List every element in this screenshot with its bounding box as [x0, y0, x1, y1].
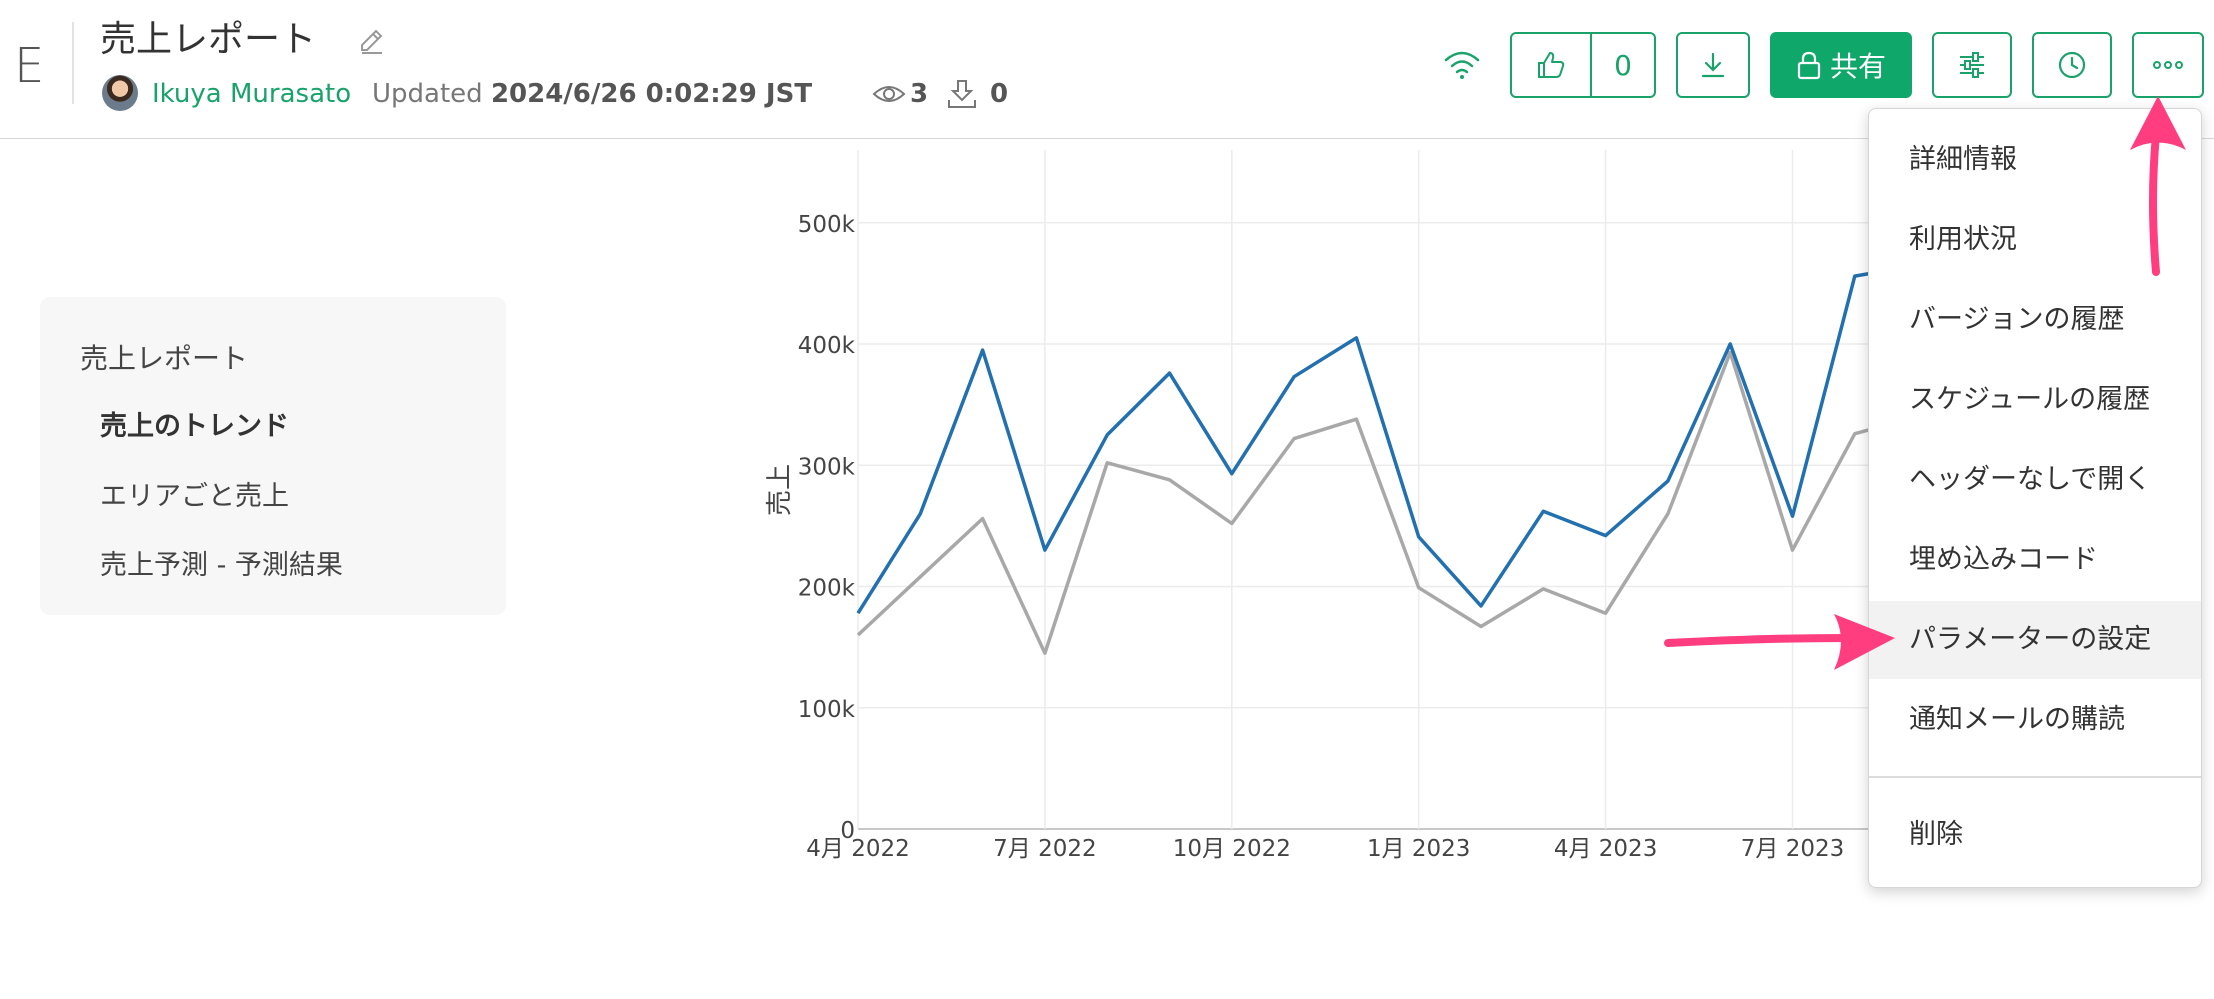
report-nav-panel: 売上レポート 売上のトレンド エリアごと売上 売上予測 - 予測結果	[40, 297, 506, 615]
x-tick-label: 7月 2022	[993, 836, 1096, 862]
y-tick-label: 100k	[798, 697, 856, 723]
menu-item-embed-code[interactable]: 埋め込みコード	[1909, 544, 2098, 575]
menu-item-details[interactable]: 詳細情報	[1909, 144, 2017, 175]
schedule-button[interactable]	[2032, 32, 2112, 98]
x-tick-label: 1月 2023	[1367, 836, 1470, 862]
more-options-button[interactable]	[2132, 32, 2204, 98]
updated-label: Updated	[372, 79, 483, 109]
x-tick-label: 10月 2022	[1173, 836, 1291, 862]
nav-item-sales-trend[interactable]: 売上のトレンド	[100, 411, 289, 442]
edit-icon[interactable]	[356, 24, 388, 56]
menu-item-usage[interactable]: 利用状況	[1909, 224, 2017, 255]
y-axis: 0 100k 200k 300k 400k 500k 売上	[765, 212, 856, 844]
menu-item-version-history[interactable]: バージョンの履歴	[1909, 304, 2125, 335]
logo-divider	[72, 22, 74, 104]
like-button-group: 0	[1510, 32, 1656, 98]
download-button[interactable]	[1676, 32, 1750, 98]
series-line-gray	[856, 350, 1918, 655]
more-dots-icon	[2153, 61, 2183, 69]
eye-icon	[872, 86, 906, 102]
thumbs-up-icon	[1538, 52, 1565, 78]
download-icon	[1701, 52, 1725, 78]
x-tick-label: 7月 2023	[1741, 836, 1844, 862]
nav-title[interactable]: 売上レポート	[80, 342, 249, 375]
share-button[interactable]: 共有	[1770, 32, 1912, 98]
filter-settings-button[interactable]	[1932, 32, 2012, 98]
y-tick-label: 500k	[798, 212, 856, 238]
more-options-menu: 詳細情報利用状況バージョンの履歴 スケジュールの履歴 ヘッダーなしで開く 埋め込みコー…	[1868, 108, 2202, 888]
download-count: 0	[990, 79, 1009, 109]
nav-item-sales-by-area[interactable]: エリアごと売上	[100, 481, 289, 512]
updated-value: 2024/6/26 0:02:29 JST	[490, 79, 813, 109]
updated-info: Updated 2024/6/26 0:02:29 JST	[372, 76, 812, 112]
chart-grid	[857, 150, 1870, 830]
app-logo[interactable]: E	[14, 38, 45, 94]
header-bar: E 売上レポート Ikuya Murasato Updated 2024/6/2…	[0, 0, 2214, 139]
arrow-right-annotation	[1664, 614, 1895, 670]
x-tick-label: 4月 2022	[806, 836, 909, 862]
sliders-icon	[1960, 52, 1984, 78]
clock-icon	[2058, 51, 2086, 79]
download-count-icon	[948, 80, 976, 108]
menu-item-delete[interactable]: 削除	[1909, 819, 1963, 850]
view-count: 3	[910, 79, 929, 109]
y-tick-label: 0	[840, 818, 855, 844]
page-title: 売上レポート	[100, 19, 317, 60]
like-button[interactable]	[1512, 34, 1592, 96]
y-tick-label: 300k	[798, 454, 856, 480]
menu-item-open-without-header[interactable]: ヘッダーなしで開く	[1909, 464, 2152, 495]
share-label: 共有	[1829, 50, 1886, 83]
wifi-icon[interactable]	[1442, 48, 1482, 80]
y-tick-label: 400k	[798, 333, 856, 359]
nav-item-sales-forecast[interactable]: 売上予測 - 予測結果	[100, 550, 343, 581]
menu-divider	[1869, 776, 2201, 778]
x-axis: 4月 2022 7月 2022 10月 2022 1月 2023 4月 2023 7月 2…	[806, 836, 1844, 862]
lock-icon	[1797, 51, 1821, 80]
chart-series	[856, 263, 1918, 655]
series-line-blue	[856, 263, 1918, 615]
x-tick-label: 4月 2023	[1554, 836, 1657, 862]
menu-item-parameter-settings[interactable]: パラメーターの設定	[1869, 601, 2201, 679]
menu-item-schedule-history[interactable]: スケジュールの履歴	[1909, 384, 2151, 415]
y-tick-label: 200k	[798, 576, 856, 602]
like-count[interactable]: 0	[1614, 48, 1632, 82]
author-link[interactable]: Ikuya Murasato	[152, 79, 352, 109]
menu-item-email-subscription[interactable]: 通知メールの購読	[1909, 704, 2125, 735]
y-axis-label: 売上	[765, 464, 795, 516]
avatar[interactable]	[102, 75, 138, 111]
